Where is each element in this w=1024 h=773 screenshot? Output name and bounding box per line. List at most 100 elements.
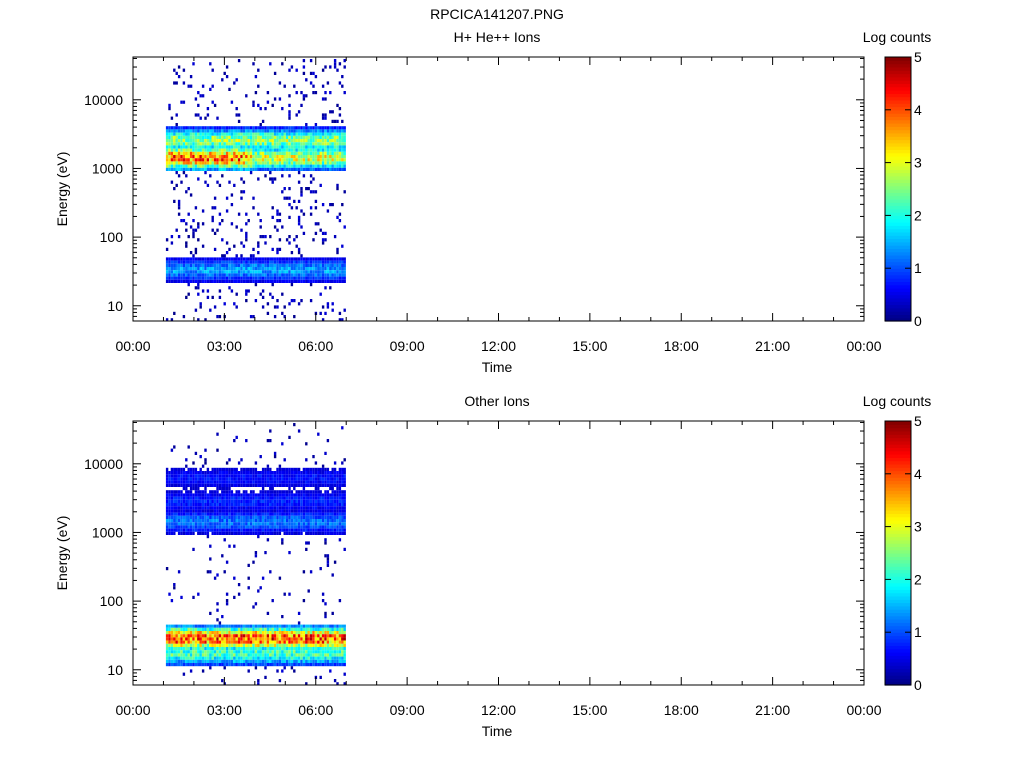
heatmap-cell xyxy=(207,513,209,516)
heatmap-cell xyxy=(308,525,310,528)
heatmap-cell xyxy=(195,452,197,455)
heatmap-cell xyxy=(305,634,307,637)
heatmap-cell xyxy=(219,136,221,139)
heatmap-cell xyxy=(195,503,197,506)
heatmap-cell xyxy=(257,631,259,634)
heatmap-cell xyxy=(312,497,314,500)
heatmap-cell xyxy=(344,161,346,164)
heatmap-cell xyxy=(315,136,317,139)
heatmap-cell xyxy=(200,305,202,308)
heatmap-cell xyxy=(166,468,168,471)
heatmap-cell xyxy=(312,625,314,628)
heatmap-cell xyxy=(272,136,274,139)
heatmap-cell xyxy=(168,529,170,532)
heatmap-cell xyxy=(286,663,288,666)
heatmap-cell xyxy=(312,165,314,168)
heatmap-cell xyxy=(344,257,346,260)
heatmap-cell xyxy=(264,161,266,164)
heatmap-cell xyxy=(329,519,331,522)
heatmap-cell xyxy=(344,631,346,634)
heatmap-cell xyxy=(202,152,204,155)
heatmap-cell xyxy=(180,139,182,142)
heatmap-cell xyxy=(310,628,312,631)
heatmap-cell xyxy=(303,129,305,132)
heatmap-cell xyxy=(336,525,338,528)
heatmap-cell xyxy=(233,625,235,628)
heatmap-cell xyxy=(185,477,187,480)
heatmap-cell xyxy=(252,104,254,107)
heatmap-cell xyxy=(320,522,322,525)
heatmap-cell xyxy=(245,270,247,273)
heatmap-cell xyxy=(180,634,182,637)
heatmap-cell xyxy=(286,503,288,506)
heatmap-cell xyxy=(233,522,235,525)
heatmap-cell xyxy=(202,133,204,136)
heatmap-cell xyxy=(207,506,209,509)
heatmap-cell xyxy=(315,522,317,525)
heatmap-cell xyxy=(274,280,276,283)
heatmap-cell xyxy=(293,261,295,264)
heatmap-cell xyxy=(336,142,338,145)
heatmap-cell xyxy=(288,165,290,168)
heatmap-cell xyxy=(207,468,209,471)
heatmap-cell xyxy=(267,161,269,164)
heatmap-cell xyxy=(291,283,293,286)
heatmap-cell xyxy=(197,474,199,477)
heatmap-cell xyxy=(296,663,298,666)
heatmap-cell xyxy=(279,493,281,496)
heatmap-cell xyxy=(276,650,278,653)
heatmap-cell xyxy=(178,497,180,500)
heatmap-cell xyxy=(322,522,324,525)
heatmap-cell xyxy=(250,625,252,628)
heatmap-cell xyxy=(180,142,182,145)
heatmap-cell xyxy=(168,484,170,487)
heatmap-cell xyxy=(200,641,202,644)
heatmap-cell xyxy=(327,516,329,519)
heatmap-cell xyxy=(166,474,168,477)
heatmap-cell xyxy=(178,481,180,484)
heatmap-cell xyxy=(329,503,331,506)
heatmap-cell xyxy=(291,65,293,68)
heatmap-cell xyxy=(209,519,211,522)
heatmap-cell xyxy=(173,516,175,519)
heatmap-cell xyxy=(341,653,343,656)
heatmap-cell xyxy=(344,493,346,496)
heatmap-cell xyxy=(202,490,204,493)
heatmap-cell xyxy=(300,532,302,535)
heatmap-cell xyxy=(238,647,240,650)
heatmap-cell xyxy=(166,500,168,503)
heatmap-cell xyxy=(176,634,178,637)
heatmap-cell xyxy=(267,165,269,168)
heatmap-cell xyxy=(231,257,233,260)
heatmap-cell xyxy=(204,650,206,653)
heatmap-cell xyxy=(334,142,336,145)
heatmap-cell xyxy=(317,481,319,484)
heatmap-cell xyxy=(166,126,168,129)
heatmap-cell xyxy=(245,506,247,509)
heatmap-cell xyxy=(310,299,312,302)
heatmap-cell xyxy=(305,500,307,503)
heatmap-cell xyxy=(262,158,264,161)
heatmap-cell xyxy=(336,273,338,276)
heatmap-cell xyxy=(291,631,293,634)
heatmap-cell xyxy=(226,251,228,254)
heatmap-cell xyxy=(281,634,283,637)
heatmap-cell xyxy=(238,650,240,653)
heatmap-cell xyxy=(216,602,218,605)
heatmap-cell xyxy=(279,525,281,528)
heatmap-cell xyxy=(168,516,170,519)
heatmap-cell xyxy=(176,484,178,487)
heatmap-cell xyxy=(183,529,185,532)
heatmap-cell xyxy=(228,267,230,270)
heatmap-cell xyxy=(214,625,216,628)
heatmap-cell xyxy=(238,481,240,484)
heatmap-cell xyxy=(200,126,202,129)
heatmap-cell xyxy=(209,277,211,280)
heatmap-cell xyxy=(341,529,343,532)
heatmap-cell xyxy=(221,139,223,142)
heatmap-cell xyxy=(255,657,257,660)
heatmap-cell xyxy=(324,625,326,628)
heatmap-cell xyxy=(286,506,288,509)
heatmap-cell xyxy=(286,257,288,260)
heatmap-cell xyxy=(190,257,192,260)
